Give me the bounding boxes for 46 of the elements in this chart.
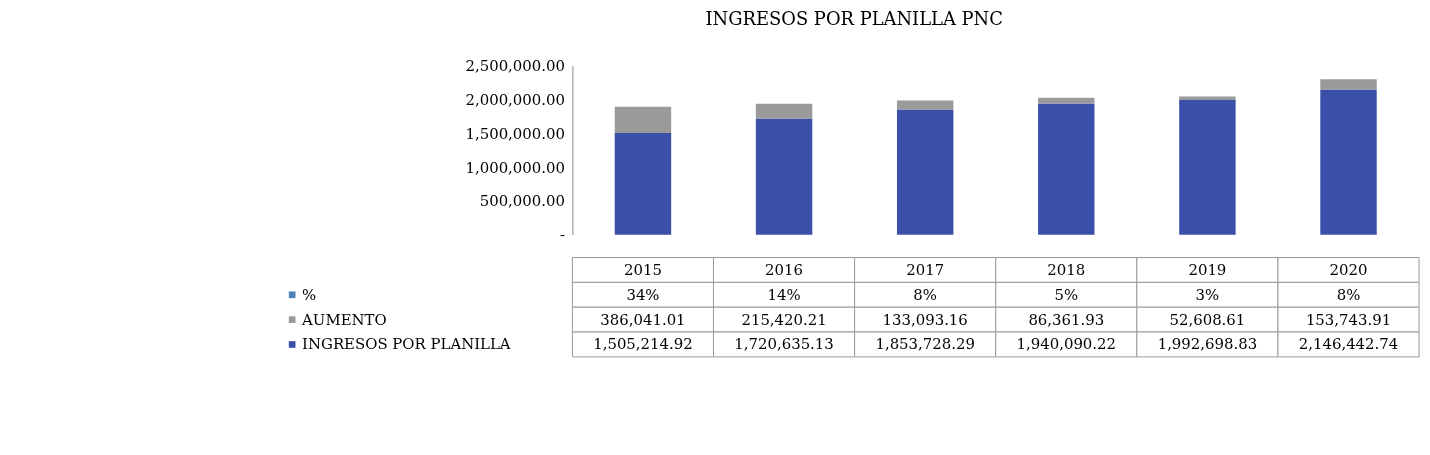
data-label: 86,361.93 (1028, 310, 1105, 329)
bar (1038, 97, 1095, 104)
bar (614, 132, 672, 235)
data-label: 133,093.16 (882, 310, 968, 329)
legend-label: INGRESOS POR PLANILLA (302, 335, 511, 354)
legend-label: % (302, 285, 317, 304)
bar (1038, 103, 1095, 235)
bar (896, 100, 954, 110)
data-label: 34% (626, 285, 660, 304)
data-label: 2,146,442.74 (1298, 335, 1399, 354)
data-label: 52,608.61 (1169, 310, 1246, 329)
y-tick-label: 1,500,000.00 (465, 124, 565, 143)
data-label: 1,505,214.92 (593, 335, 693, 354)
data-label: 1,940,090.22 (1016, 335, 1117, 354)
bar (1320, 89, 1377, 235)
data-label: 14% (767, 285, 801, 304)
data-label: 1,853,728.29 (875, 335, 975, 354)
bar (755, 118, 813, 235)
data-label: 153,743.91 (1305, 310, 1392, 329)
y-tick-label: - (559, 226, 565, 245)
bar (1179, 96, 1236, 101)
legend-label: AUMENTO (301, 310, 387, 329)
x-tick-label: 2016 (765, 260, 804, 279)
y-tick-label: 500,000.00 (479, 192, 565, 211)
data-label: 5% (1054, 285, 1079, 304)
data-label: 1,720,635.13 (734, 335, 834, 354)
chart-title: INGRESOS POR PLANILLA PNC (705, 7, 1003, 29)
x-tick-label: 2018 (1047, 260, 1086, 279)
data-label: 8% (1336, 285, 1361, 304)
data-label: 215,420.21 (741, 310, 827, 329)
bar (896, 109, 954, 235)
y-tick-label: 2,000,000.00 (465, 90, 565, 109)
data-label: 8% (913, 285, 937, 304)
x-tick-label: 2015 (624, 260, 662, 279)
y-tick-label: 1,000,000.00 (465, 158, 565, 177)
bar (1320, 79, 1377, 90)
data-label: 3% (1195, 285, 1220, 304)
x-tick-label: 2019 (1188, 260, 1227, 279)
data-label: 1,992,698.83 (1157, 335, 1258, 354)
bar (1179, 100, 1236, 235)
x-tick-label: 2017 (906, 260, 945, 279)
y-tick-label: 2,500,000.00 (465, 57, 565, 76)
bar (614, 106, 672, 133)
x-tick-label: 2020 (1329, 260, 1368, 279)
bar (755, 103, 813, 119)
data-label: 386,041.01 (600, 310, 686, 329)
